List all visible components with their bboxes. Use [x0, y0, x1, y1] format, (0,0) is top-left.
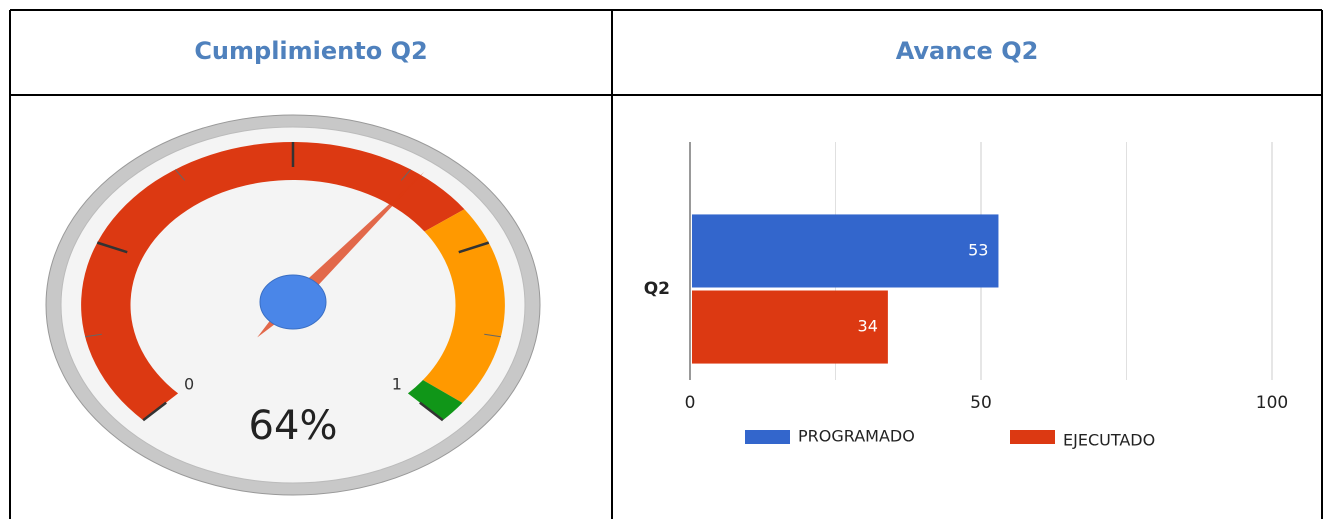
gauge-value-label: 64% [249, 403, 338, 449]
bar-value-label: 53 [968, 240, 988, 259]
legend-label: PROGRAMADO [798, 427, 915, 446]
gauge-minor-tick [400, 169, 412, 181]
y-tick-label: Q2 [644, 279, 670, 299]
gauge-hub [259, 274, 327, 330]
gauge-tick-label: 1 [392, 374, 402, 393]
gauge-minor-tick [484, 333, 501, 338]
bar [692, 214, 999, 288]
bar-value-label: 34 [858, 317, 878, 336]
gauge-major-tick [419, 401, 444, 422]
gauge-tick-label: 0 [184, 374, 194, 393]
gauge-minor-tick [174, 169, 186, 181]
bar-title: Avance Q2 [896, 37, 1039, 65]
bar [692, 290, 888, 364]
legend-swatch [745, 430, 790, 444]
gauge-title: Cumplimiento Q2 [194, 37, 427, 65]
x-tick-label: 50 [970, 393, 992, 413]
gauge-band [81, 141, 465, 421]
gauge-minor-tick [85, 333, 102, 338]
gauge-band [407, 380, 463, 421]
gauge-major-tick [142, 401, 167, 422]
x-tick-label: 100 [1256, 393, 1288, 413]
gauge-major-tick [458, 241, 490, 254]
x-tick-label: 0 [685, 393, 696, 413]
gauge-major-tick [96, 241, 128, 254]
legend-swatch [1010, 430, 1055, 444]
gauge-band [422, 209, 505, 403]
legend-label: EJECUTADO [1063, 431, 1155, 450]
